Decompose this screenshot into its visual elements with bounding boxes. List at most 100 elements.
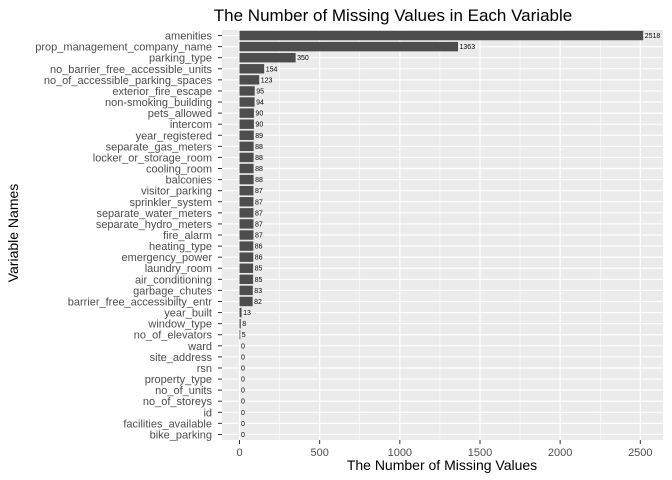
data-label: 83 bbox=[254, 288, 262, 295]
data-label: 0 bbox=[241, 410, 245, 417]
data-label: 85 bbox=[255, 266, 263, 273]
data-label: 85 bbox=[255, 277, 263, 284]
data-label: 88 bbox=[255, 177, 263, 184]
bar bbox=[239, 241, 254, 251]
category-label: emergency_power bbox=[122, 252, 213, 264]
data-label: 1363 bbox=[460, 44, 476, 51]
data-label: 0 bbox=[241, 354, 245, 361]
category-label: parking_type bbox=[149, 53, 212, 65]
category-label: cooling_room bbox=[146, 164, 212, 176]
x-tick-label: 500 bbox=[310, 447, 328, 459]
bar bbox=[239, 307, 242, 318]
data-label: 87 bbox=[255, 199, 263, 206]
data-label: 350 bbox=[297, 55, 309, 62]
bar bbox=[239, 108, 254, 118]
bars bbox=[239, 30, 644, 340]
category-label: ward bbox=[187, 341, 212, 353]
category-label: no_of_storeys bbox=[143, 396, 213, 408]
bar bbox=[239, 64, 265, 74]
data-label: 0 bbox=[241, 399, 245, 406]
category-label: bike_parking bbox=[150, 429, 212, 441]
data-label: 5 bbox=[242, 332, 246, 339]
data-label: 90 bbox=[255, 122, 263, 129]
category-label: no_of_elevators bbox=[134, 330, 213, 342]
category-label: facilities_available bbox=[123, 418, 212, 430]
category-label: year_registered bbox=[136, 130, 212, 142]
bar bbox=[239, 97, 255, 107]
bar bbox=[239, 219, 254, 229]
category-label: separate_water_meters bbox=[96, 208, 212, 220]
category-label: exterior_fire_escape bbox=[112, 86, 212, 98]
category-label: property_type bbox=[145, 374, 212, 386]
bar bbox=[239, 208, 254, 218]
x-axis-tick-labels: 0 500 1000 1500 2000 2500 bbox=[236, 447, 652, 459]
data-label: 0 bbox=[241, 388, 245, 395]
bar bbox=[239, 30, 644, 41]
data-label: 13 bbox=[243, 310, 251, 317]
data-label: 90 bbox=[255, 111, 263, 118]
data-labels: 2518 1363 350 154 123 95 94 90 90 89 88 88 88 88 87 87 8… bbox=[241, 33, 660, 439]
category-label: air_conditioning bbox=[135, 274, 212, 286]
data-label: 88 bbox=[255, 155, 263, 162]
category-label: separate_hydro_meters bbox=[96, 219, 213, 231]
x-axis-title: The Number of Missing Values bbox=[347, 457, 537, 473]
bar bbox=[239, 296, 253, 307]
x-axis-ticks bbox=[239, 440, 641, 444]
bar bbox=[239, 52, 296, 63]
data-label: 123 bbox=[261, 77, 273, 84]
category-label: locker_or_storage_room bbox=[93, 152, 212, 164]
category-label: visitor_parking bbox=[141, 186, 212, 198]
x-tick-label: 1000 bbox=[388, 447, 412, 459]
category-label: intercom bbox=[170, 119, 212, 131]
data-label: 0 bbox=[241, 377, 245, 384]
data-label: 82 bbox=[254, 299, 262, 306]
data-label: 87 bbox=[255, 221, 263, 228]
data-label: 2518 bbox=[645, 33, 661, 40]
category-label: no_of_accessible_parking_spaces bbox=[44, 75, 213, 87]
x-tick-label: 2500 bbox=[628, 447, 652, 459]
category-label: garbage_chutes bbox=[133, 285, 212, 297]
bar bbox=[239, 197, 254, 207]
data-label: 0 bbox=[241, 421, 245, 428]
grid-lines bbox=[222, 30, 663, 440]
data-label: 86 bbox=[255, 244, 263, 251]
data-label: 94 bbox=[256, 100, 264, 107]
bar bbox=[239, 274, 254, 285]
data-label: 86 bbox=[255, 255, 263, 262]
bar bbox=[239, 163, 254, 174]
category-label: prop_management_company_name bbox=[35, 42, 212, 54]
x-tick-label: 2000 bbox=[548, 447, 572, 459]
category-label: barrier_free_accessibilty_entr bbox=[68, 296, 213, 308]
category-label: heating_type bbox=[149, 241, 212, 253]
data-label: 87 bbox=[255, 233, 263, 240]
bar bbox=[239, 141, 254, 152]
chart-title: The Number of Missing Values in Each Var… bbox=[214, 6, 572, 25]
category-labels: amenitiesprop_management_company_namepar… bbox=[35, 31, 212, 442]
category-ticks bbox=[218, 35, 222, 435]
x-tick-label: 1500 bbox=[468, 447, 492, 459]
category-label: sprinkler_system bbox=[129, 197, 212, 209]
bar bbox=[239, 174, 254, 185]
data-label: 87 bbox=[255, 210, 263, 217]
category-label: amenities bbox=[165, 31, 213, 43]
bar bbox=[239, 230, 254, 240]
bar bbox=[239, 75, 260, 85]
category-label: no_of_units bbox=[155, 385, 212, 397]
x-tick-label: 0 bbox=[236, 447, 242, 459]
bar bbox=[239, 41, 459, 52]
data-label: 88 bbox=[255, 166, 263, 173]
bar bbox=[239, 185, 254, 196]
data-label: 95 bbox=[256, 88, 264, 95]
category-label: year_built bbox=[164, 308, 212, 320]
category-label: site_address bbox=[150, 352, 213, 364]
data-label: 0 bbox=[241, 432, 245, 439]
category-label: id bbox=[203, 407, 212, 419]
data-label: 0 bbox=[241, 343, 245, 350]
bar bbox=[239, 119, 254, 129]
category-label: fire_alarm bbox=[163, 230, 212, 242]
data-label: 154 bbox=[266, 66, 278, 73]
bar bbox=[239, 86, 255, 96]
data-label: 8 bbox=[242, 321, 246, 328]
data-label: 0 bbox=[241, 365, 245, 372]
